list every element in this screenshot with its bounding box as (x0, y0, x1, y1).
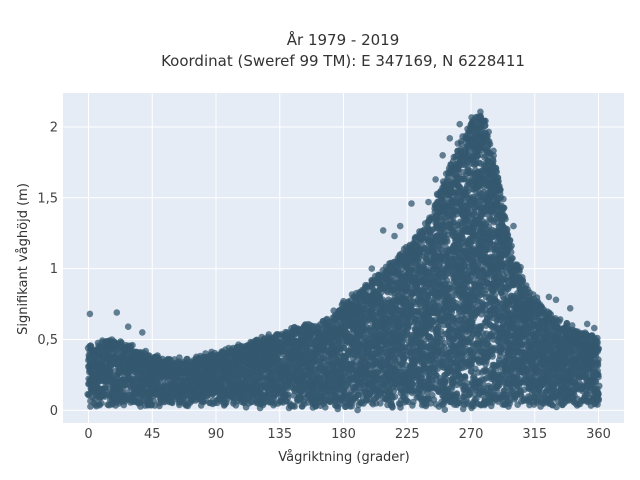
scatter-point (284, 394, 292, 401)
scatter-point (391, 393, 399, 401)
scatter-point (129, 341, 136, 349)
chart-title-line1: År 1979 - 2019 (287, 30, 400, 49)
chart-title-line2: Koordinat (Sweref 99 TM): E 347169, N 62… (161, 52, 525, 70)
scatter-point (389, 404, 396, 411)
scatter-point (98, 399, 105, 407)
scatter-point (322, 404, 329, 411)
data-points (84, 108, 603, 414)
scatter-point (117, 338, 124, 345)
